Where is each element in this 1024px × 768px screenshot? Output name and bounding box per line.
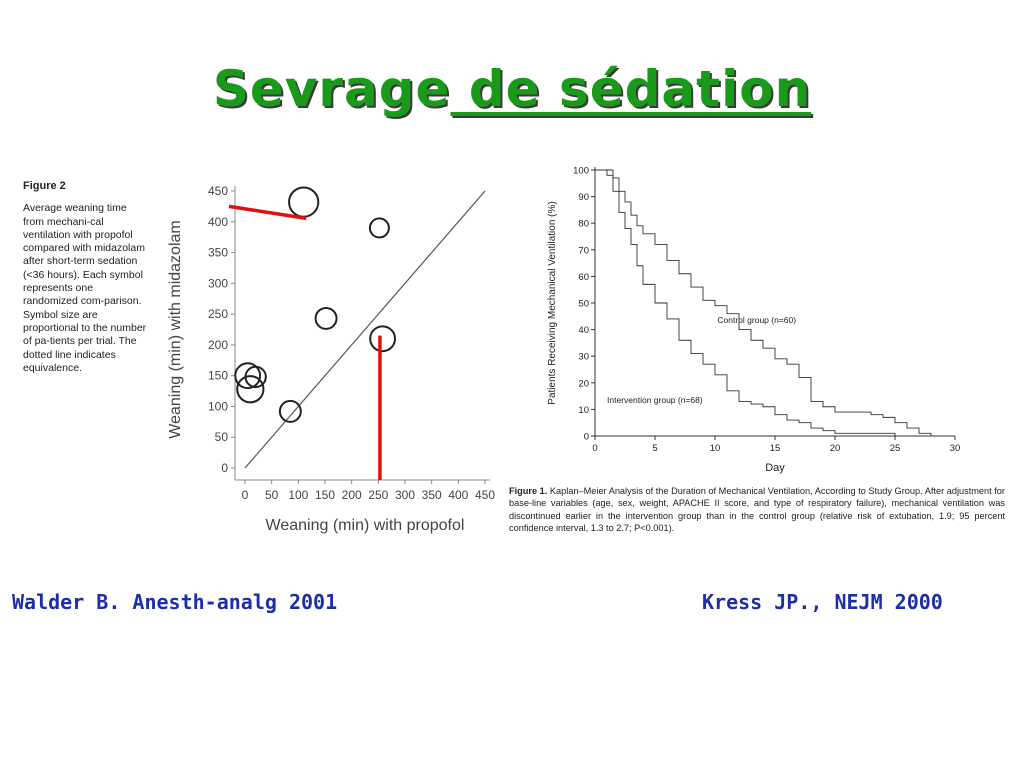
scatter-x-tick-label: 250 (368, 488, 388, 502)
scatter-y-axis-label: Weaning (min) with midazolam (167, 220, 184, 438)
km-x-tick-label: 20 (830, 443, 841, 454)
scatter-y-tick-label: 200 (208, 338, 228, 352)
scatter-x-tick-label: 100 (288, 488, 308, 502)
km-y-tick-label: 90 (578, 192, 589, 203)
scatter-y-tick-label: 350 (208, 246, 228, 260)
scatter-x-tick-label: 200 (342, 488, 362, 502)
km-y-tick-label: 0 (584, 432, 589, 443)
left-figure-caption: Figure 2 Average weaning time from mecha… (23, 180, 147, 375)
scatter-y-tick-label: 0 (221, 461, 228, 475)
km-y-tick-label: 80 (578, 219, 589, 230)
km-y-tick-label: 70 (578, 245, 589, 256)
left-figure-label: Figure 2 (23, 180, 66, 192)
scatter-point (369, 325, 396, 353)
scatter-x-tick-label: 450 (475, 488, 495, 502)
equivalence-line (244, 190, 486, 469)
km-x-tick-label: 5 (652, 443, 657, 454)
km-y-tick-label: 30 (578, 352, 589, 363)
km-x-tick-label: 0 (592, 443, 597, 454)
scatter-chart: 0 50 100 150 200 250 300 350 400 450 0 50 100 150 200 2… (167, 184, 495, 534)
citation-right: Kress JP., NEJM 2000 (702, 590, 943, 614)
scatter-y-tick-label: 50 (215, 430, 229, 444)
scatter-x-tick-label: 400 (448, 488, 468, 502)
title-part-2: de sédation (450, 60, 812, 118)
km-y-tick-label: 100 (573, 166, 589, 177)
scatter-x-tick-label: 350 (422, 488, 442, 502)
km-intervention-series-line (595, 169, 931, 437)
scatter-x-tick-label: 50 (265, 488, 279, 502)
km-chart: 0 10 20 30 40 50 60 70 80 90 100 0 5 10 15 20 25 30 Day Pat… (547, 166, 961, 475)
title-part-1: Sevrage (212, 60, 451, 118)
scatter-x-tick-label: 0 (242, 488, 249, 502)
right-figure-text: Kaplan–Meier Analysis of the Duration of… (509, 486, 1005, 534)
right-figure-caption: Figure 1. Kaplan–Meier Analysis of the D… (509, 485, 1005, 535)
km-control-label: Control group (n=60) (717, 315, 796, 325)
km-control-series-line (595, 169, 932, 436)
scatter-point (288, 186, 320, 218)
km-x-tick-label: 10 (710, 443, 721, 454)
scatter-x-tick-label: 300 (395, 488, 415, 502)
km-x-tick-label: 30 (950, 443, 961, 454)
scatter-y-tick-label: 100 (208, 399, 228, 413)
scatter-y-tick-label: 400 (208, 215, 228, 229)
scatter-x-axis-label: Weaning (min) with propofol (266, 517, 465, 534)
km-x-axis-label: Day (765, 462, 785, 474)
slide-title: Sevrage de sédation (0, 60, 1024, 118)
scatter-y-tick-label: 300 (208, 276, 228, 290)
citation-left: Walder B. Anesth-analg 2001 (12, 590, 338, 614)
scatter-y-tick-label: 250 (208, 307, 228, 321)
right-figure-label: Figure 1. (509, 486, 548, 496)
km-y-tick-label: 20 (578, 378, 589, 389)
scatter-point (368, 217, 390, 239)
scatter-point (234, 362, 262, 390)
km-x-tick-label: 25 (890, 443, 901, 454)
km-y-tick-label: 50 (578, 299, 589, 310)
scatter-point (236, 375, 265, 404)
km-y-tick-label: 10 (578, 405, 589, 416)
km-x-tick-label: 15 (770, 443, 781, 454)
scatter-y-tick-label: 450 (208, 184, 228, 198)
scatter-point (278, 399, 302, 423)
km-y-tick-label: 60 (578, 272, 589, 283)
km-y-tick-label: 40 (578, 325, 589, 336)
km-y-axis-label: Patients Receiving Mechanical Ventilatio… (547, 201, 558, 404)
scatter-y-tick-label: 150 (208, 369, 228, 383)
highlight-line (228, 204, 307, 221)
km-intervention-label: Intervention group (n=68) (607, 395, 703, 405)
left-figure-text: Average weaning time from mechani-cal ve… (23, 202, 147, 374)
scatter-point (314, 306, 338, 330)
scatter-x-tick-label: 150 (315, 488, 335, 502)
